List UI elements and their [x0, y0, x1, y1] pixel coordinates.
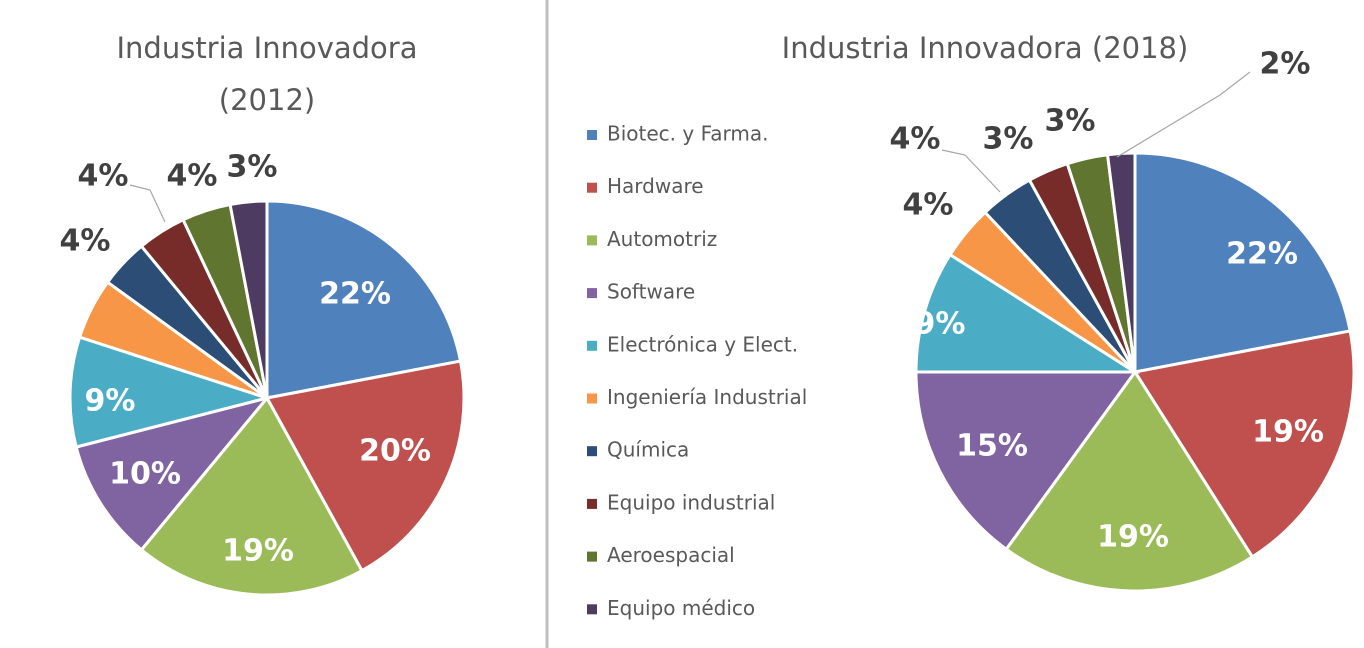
slice-1-1	[1132, 329, 1356, 559]
data-label-1-0: 22%	[1226, 237, 1298, 272]
data-label-1-9: 2%	[1260, 47, 1311, 82]
leader-line-1-6	[941, 149, 1001, 193]
legend-swatch-6	[587, 446, 597, 457]
data-label-0-9: 3%	[227, 150, 278, 185]
chart-title-2012-line2: (2012)	[219, 83, 315, 117]
leader-line-0-7	[129, 184, 166, 223]
legend-entry-7: Equipo industrial	[607, 490, 775, 514]
data-label-1-7: 3%	[983, 122, 1034, 157]
slice-1-0	[1133, 151, 1352, 374]
data-label-0-2: 19%	[222, 534, 294, 569]
legend-entry-6: Química	[607, 438, 689, 462]
data-label-1-5: 4%	[903, 188, 954, 223]
legend-entry-9: Equipo médico	[607, 596, 755, 620]
data-label-0-3: 10%	[109, 457, 181, 492]
legend-entry-2: Automotriz	[607, 227, 717, 251]
data-label-0-1: 20%	[359, 434, 431, 469]
data-label-1-6: 4%	[890, 122, 941, 157]
data-label-1-4: 9%	[915, 307, 966, 342]
legend-swatch-4	[587, 340, 597, 351]
legend-swatch-3	[587, 288, 597, 299]
slice-0-9	[228, 199, 269, 399]
data-label-0-0: 22%	[319, 277, 391, 312]
data-label-1-2: 19%	[1097, 520, 1169, 555]
slice-1-4	[914, 252, 1141, 374]
legend-entry-1: Hardware	[607, 174, 704, 198]
legend-swatch-8	[587, 551, 597, 562]
legend-swatch-1	[587, 182, 597, 193]
leader-line-1-9	[1116, 71, 1251, 158]
legend-entry-5: Ingeniería Industrial	[607, 385, 807, 409]
slice-0-4	[68, 335, 273, 449]
legend-swatch-0	[587, 130, 597, 140]
legend-entry-3: Software	[607, 280, 695, 304]
legend-swatch-5	[587, 393, 597, 404]
slice-1-2	[1004, 369, 1255, 593]
slice-0-0	[265, 199, 463, 400]
legend-entry-0: Biotec. y Farma.	[607, 122, 768, 146]
legend-entry-4: Electrónica y Elect.	[607, 332, 798, 356]
legend-entry-8: Aeroespacial	[607, 543, 735, 567]
chart-title-2012-line1: Industria Innovadora	[116, 31, 417, 65]
data-label-0-7: 4%	[78, 159, 129, 194]
data-label-0-4: 9%	[85, 384, 136, 419]
slice-1-9	[1105, 151, 1137, 373]
legend-swatch-9	[587, 604, 597, 615]
data-label-1-1: 19%	[1252, 415, 1324, 450]
slice-0-1	[264, 359, 466, 573]
data-label-0-6: 4%	[60, 224, 111, 259]
data-label-1-8: 3%	[1045, 104, 1096, 139]
data-label-1-3: 15%	[956, 429, 1028, 464]
chart-title-2018: Industria Innovadora (2018)	[782, 31, 1189, 65]
slice-0-2	[139, 395, 364, 597]
data-label-0-8: 4%	[167, 159, 218, 194]
legend-swatch-2	[587, 235, 597, 246]
slice-1-3	[914, 370, 1138, 552]
legend-swatch-7	[587, 498, 597, 509]
